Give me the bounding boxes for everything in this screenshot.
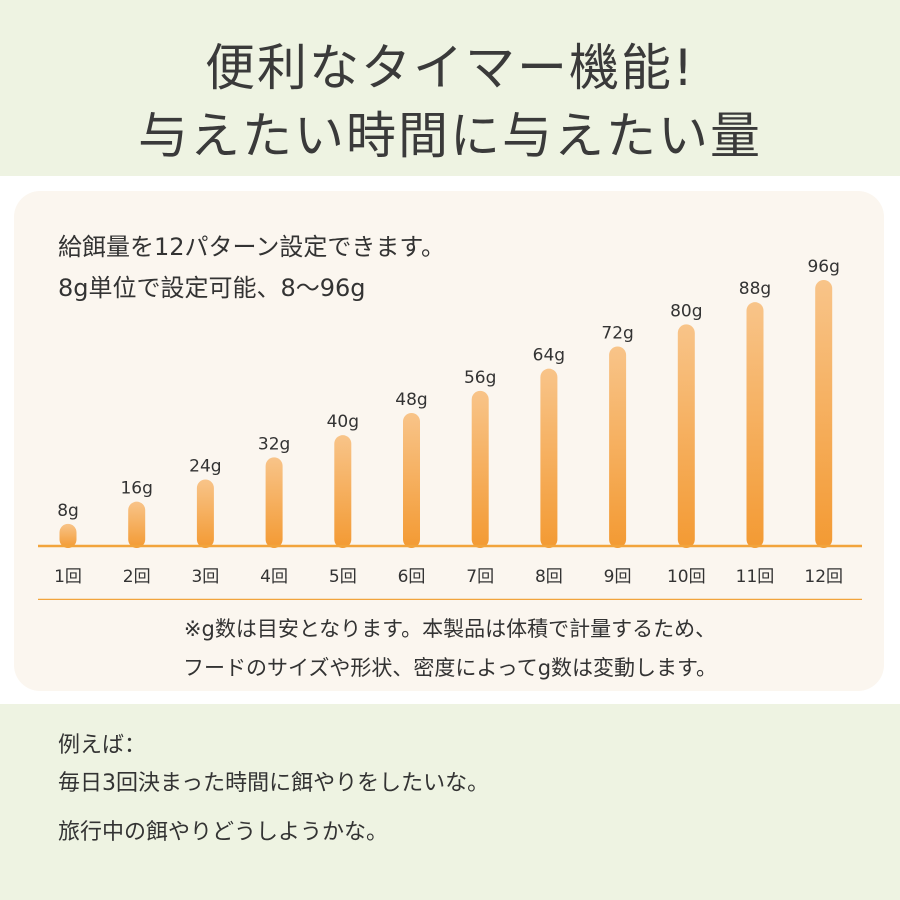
bar-11 bbox=[746, 302, 764, 548]
tick-label-2: 2回 bbox=[123, 567, 151, 587]
data-label-7: 56g bbox=[464, 368, 496, 388]
tick-label-6: 6回 bbox=[398, 567, 426, 587]
feeding-amount-bar-chart: 8g 1回 16g 2回 24g 3回 32g 4回 40g 5回 48g 6回 56g 7回 64g 8回 7… bbox=[38, 257, 862, 600]
tick-label-1: 1回 bbox=[54, 567, 82, 587]
data-label-11: 88g bbox=[739, 279, 771, 299]
page-title-line1: 便利なタイマー機能! bbox=[204, 39, 696, 97]
data-label-1: 8g bbox=[57, 501, 79, 521]
tick-label-9: 9回 bbox=[604, 567, 632, 587]
tick-label-4: 4回 bbox=[260, 567, 288, 587]
data-label-10: 80g bbox=[670, 301, 702, 321]
bar-3 bbox=[196, 479, 214, 548]
tick-label-7: 7回 bbox=[466, 567, 494, 587]
bar-12 bbox=[815, 280, 833, 548]
description-line2: 8g単位で設定可能、8～96g bbox=[58, 274, 366, 302]
tick-label-5: 5回 bbox=[329, 567, 357, 587]
bar-10 bbox=[677, 324, 695, 548]
data-label-9: 72g bbox=[601, 324, 633, 344]
bar-5 bbox=[334, 435, 352, 548]
bar-9 bbox=[609, 346, 627, 548]
tick-label-11: 11回 bbox=[736, 567, 775, 587]
chart-card bbox=[14, 191, 884, 691]
bar-8 bbox=[540, 368, 558, 548]
bar-4 bbox=[265, 457, 283, 548]
description-line1: 給餌量を12パターン設定できます。 bbox=[58, 233, 445, 261]
example-line2: 旅行中の餌やりどうしようかな。 bbox=[58, 820, 389, 845]
bar-6 bbox=[403, 413, 420, 548]
example-line1: 毎日3回決まった時間に餌やりをしたいな。 bbox=[58, 771, 490, 796]
data-label-5: 40g bbox=[327, 412, 359, 432]
tick-label-10: 10回 bbox=[667, 567, 706, 587]
example-heading: 例えば： bbox=[58, 733, 147, 758]
tick-label-8: 8回 bbox=[535, 567, 563, 587]
data-label-6: 48g bbox=[395, 390, 427, 410]
tick-label-3: 3回 bbox=[191, 567, 219, 587]
data-label-12: 96g bbox=[807, 257, 839, 277]
bar-1 bbox=[59, 523, 77, 548]
data-label-4: 32g bbox=[258, 434, 290, 454]
bar-7 bbox=[471, 390, 489, 548]
note-line2: フードのサイズや形状、密度によってg数は変動します。 bbox=[183, 656, 717, 680]
header: 便利なタイマー機能! 与えたい時間に与えたい量 bbox=[0, 0, 900, 176]
note-line1: ※g数は目安となります。本製品は体積で計量するため、 bbox=[183, 617, 717, 641]
data-label-8: 64g bbox=[533, 346, 565, 366]
bar-2 bbox=[128, 501, 146, 548]
data-label-3: 24g bbox=[189, 457, 221, 477]
tick-label-12: 12回 bbox=[804, 567, 843, 587]
page-title-line2: 与えたい時間に与えたい量 bbox=[138, 107, 762, 165]
data-label-2: 16g bbox=[120, 479, 152, 499]
